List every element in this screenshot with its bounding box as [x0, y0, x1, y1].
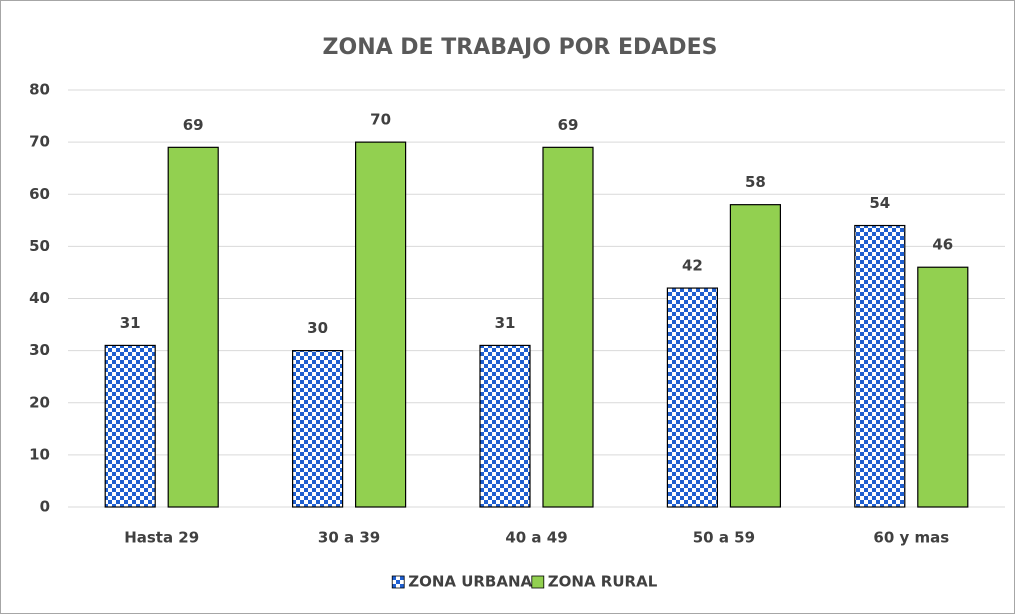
legend-swatch — [391, 575, 405, 589]
y-tick-label: 0 — [40, 498, 50, 516]
y-tick-label: 20 — [29, 393, 50, 411]
data-label: 69 — [183, 116, 204, 134]
y-tick-label: 60 — [29, 185, 50, 203]
bar — [666, 287, 719, 508]
x-tick-label: 60 y mas — [873, 529, 949, 547]
legend-label: ZONA RURAL — [548, 573, 658, 591]
bar — [292, 350, 344, 508]
x-tick-label: 30 a 39 — [318, 529, 380, 547]
y-tick-label: 80 — [29, 81, 50, 99]
y-tick-label: 40 — [29, 289, 50, 307]
data-label: 54 — [869, 194, 890, 212]
data-label: 69 — [558, 116, 579, 134]
bar — [542, 146, 594, 508]
data-label: 46 — [932, 236, 953, 254]
bar — [729, 204, 782, 508]
data-label: 31 — [120, 314, 141, 332]
y-tick-label: 10 — [29, 445, 50, 463]
bar — [854, 224, 906, 508]
data-label: 30 — [307, 319, 328, 337]
x-tick-label: 50 a 59 — [693, 529, 755, 547]
x-tick-label: 40 a 49 — [505, 529, 567, 547]
data-label: 58 — [745, 173, 766, 191]
data-label: 42 — [682, 257, 703, 275]
x-tick-label: Hasta 29 — [124, 529, 199, 547]
legend-label: ZONA URBANA — [408, 573, 532, 591]
data-label: 31 — [495, 314, 516, 332]
bar — [355, 141, 407, 508]
y-tick-label: 70 — [29, 133, 50, 151]
bar — [167, 146, 219, 508]
bar — [479, 344, 531, 508]
bar — [104, 344, 156, 508]
data-label: 70 — [370, 111, 391, 129]
legend-swatch — [531, 575, 545, 589]
chart-title: ZONA DE TRABAJO POR EDADES — [323, 35, 718, 60]
y-tick-label: 50 — [29, 237, 50, 255]
bar — [917, 266, 969, 508]
y-tick-label: 30 — [29, 341, 50, 359]
